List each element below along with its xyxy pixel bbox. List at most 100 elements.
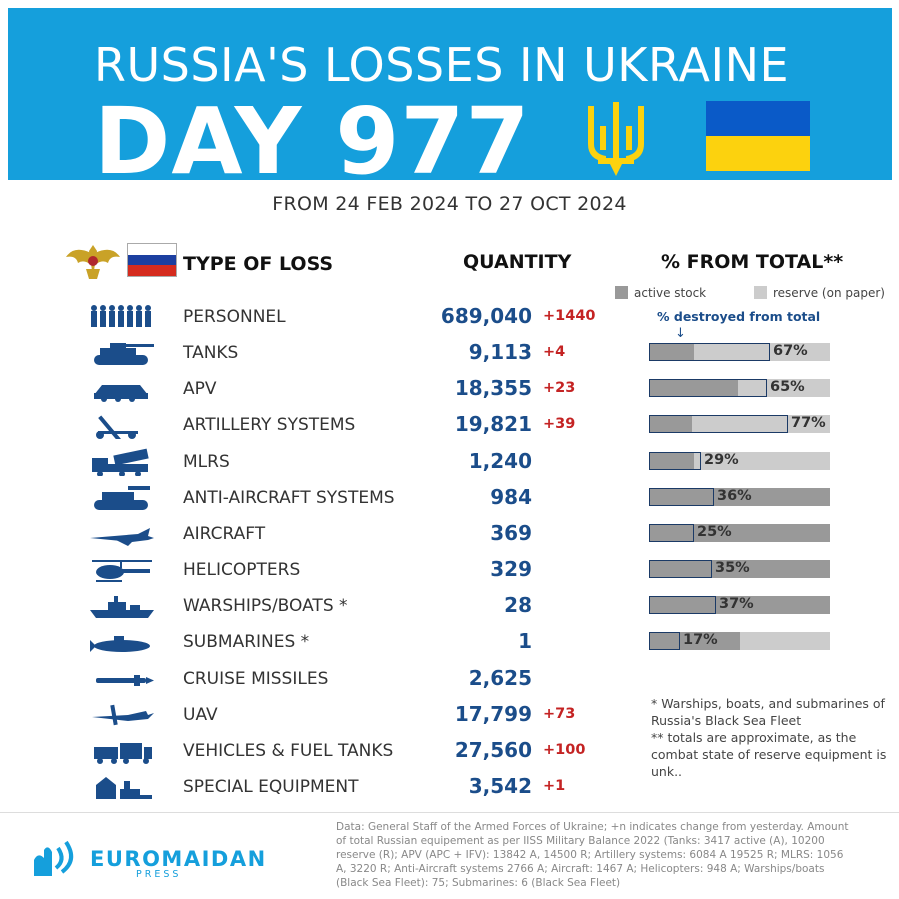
russian-eagle-emblem-icon [66,245,120,279]
table-row: SUBMARINES * 1 17% [0,624,899,660]
footnote-1: * Warships, boats, and submarines of Rus… [651,696,885,728]
row-label: UAV [183,705,218,725]
percent-label: 36% [717,488,752,504]
active-stock-segment [649,488,830,506]
row-change: +1440 [543,308,596,324]
row-quantity: 329 [490,557,532,581]
row-label: APV [183,379,217,399]
row-label: CRUISE MISSILES [183,669,329,689]
percent-bar: 67% [649,343,830,361]
reserve-segment [738,379,830,397]
destroyed-outline [649,560,712,578]
row-quantity: 1,240 [468,449,532,473]
footnotes: * Warships, boats, and submarines of Rus… [651,695,891,780]
column-header-percent: % FROM TOTAL** [661,251,844,273]
row-change: +23 [543,380,576,396]
row-quantity: 17,799 [454,702,532,726]
percent-bar: 25% [649,524,830,542]
active-stock-segment [649,524,830,542]
percent-bar: 65% [649,379,830,397]
active-stock-segment [649,596,830,614]
destroyed-outline [649,415,788,433]
warship-icon [90,596,154,618]
submarine-icon [90,636,150,652]
uav-icon [92,704,154,726]
percent-bar: 77% [649,415,830,433]
row-change: +1 [543,778,566,794]
table-row: VEHICLES & FUEL TANKS 27,560 +100 [0,733,899,769]
active-stock-segment [649,452,694,470]
logo-subtext: PRESS [136,869,182,880]
footer-divider [0,812,899,813]
helicopter-icon [92,560,152,582]
active-stock-segment [649,560,830,578]
table-row: WARSHIPS/BOATS * 28 37% [0,588,899,624]
day-counter: DAY 977 [94,88,531,195]
row-change: +73 [543,706,576,722]
active-stock-segment [649,379,738,397]
row-quantity: 9,113 [468,340,532,364]
column-header-quantity: QUANTITY [463,251,572,273]
percent-bar: 29% [649,452,830,470]
arrow-down-icon: ↓ [675,326,686,341]
row-quantity: 19,821 [454,412,532,436]
row-label: SUBMARINES * [183,632,310,652]
column-header-type: TYPE OF LOSS [183,253,334,275]
row-change: +4 [543,344,566,360]
destroyed-note: % destroyed from total [657,309,821,324]
table-row: CRUISE MISSILES 2,625 [0,661,899,697]
row-label: WARSHIPS/BOATS * [183,596,348,616]
active-stock-segment [649,343,694,361]
percent-label: 29% [704,452,739,468]
trident-icon [588,102,644,176]
table-row: AIRCRAFT 369 25% [0,516,899,552]
logo-text: EUROMAIDAN [90,847,267,871]
table-row: TANKS 9,113 +4 67% [0,335,899,371]
page-title: RUSSIA'S LOSSES IN UKRAINE [94,38,790,92]
row-quantity: 2,625 [468,666,532,690]
reserve-segment [692,415,830,433]
apv-icon [94,385,148,402]
percent-label: 35% [715,560,750,576]
footnote-2: ** totals are approximate, as the combat… [651,730,887,779]
russia-flag [127,243,177,277]
table-row: ARTILLERY SYSTEMS 19,821 +39 77% [0,407,899,443]
destroyed-outline [649,379,767,397]
row-quantity: 28 [504,593,532,617]
row-label: PERSONNEL [183,307,286,327]
soldiers-icon [91,305,151,327]
row-label: SPECIAL EQUIPMENT [183,777,359,797]
row-label: ARTILLERY SYSTEMS [183,415,356,435]
row-quantity: 1 [518,629,532,653]
row-label: ANTI-AIRCRAFT SYSTEMS [183,488,395,508]
euromaidan-logo-icon [34,840,74,876]
reserve-swatch [754,286,767,299]
table-row: APV 18,355 +23 65% [0,371,899,407]
table-row: PERSONNEL 689,040 +1440 [0,299,899,335]
date-range: FROM 24 FEB 2024 TO 27 OCT 2024 [272,193,627,215]
percent-label: 77% [791,415,826,431]
reserve-segment [694,343,830,361]
table-row: MLRS 1,240 29% [0,444,899,480]
percent-label: 17% [683,632,718,648]
reserve-segment [694,452,830,470]
percent-bar: 37% [649,596,830,614]
row-change: +100 [543,742,586,758]
destroyed-outline [649,343,770,361]
table-row: UAV 17,799 +73 [0,697,899,733]
percent-label: 25% [697,524,732,540]
row-label: TANKS [183,343,239,363]
table-row: HELICOPTERS 329 35% [0,552,899,588]
row-quantity: 984 [490,485,532,509]
row-quantity: 369 [490,521,532,545]
row-label: VEHICLES & FUEL TANKS [183,741,394,761]
destroyed-outline [649,488,714,506]
legend-active: active stock [615,286,706,300]
percent-bar: 17% [649,632,830,650]
percent-label: 67% [773,343,808,359]
vehicles-icon [94,743,152,764]
percent-bar: 35% [649,560,830,578]
active-swatch [615,286,628,299]
header-banner: RUSSIA'S LOSSES IN UKRAINE DAY 977 [8,8,892,195]
legend-reserve: reserve (on paper) [754,286,885,300]
